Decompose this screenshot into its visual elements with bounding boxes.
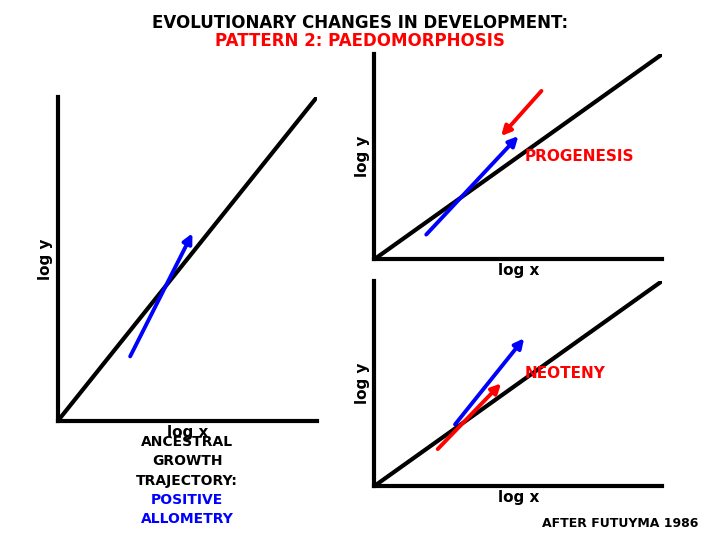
Text: ANCESTRAL: ANCESTRAL [141,435,233,449]
Text: NEOTENY: NEOTENY [524,366,605,381]
X-axis label: log x: log x [498,490,539,505]
Y-axis label: log y: log y [38,239,53,280]
Text: TRAJECTORY:: TRAJECTORY: [136,474,238,488]
Text: AFTER FUTUYMA 1986: AFTER FUTUYMA 1986 [542,517,698,530]
Text: EVOLUTIONARY CHANGES IN DEVELOPMENT:: EVOLUTIONARY CHANGES IN DEVELOPMENT: [152,14,568,31]
X-axis label: log x: log x [498,264,539,278]
Text: PROGENESIS: PROGENESIS [524,149,634,164]
X-axis label: log x: log x [166,426,208,440]
Y-axis label: log y: log y [355,363,370,404]
Text: PATTERN 2: PAEDOMORPHOSIS: PATTERN 2: PAEDOMORPHOSIS [215,32,505,50]
Text: GROWTH: GROWTH [152,454,222,468]
Y-axis label: log y: log y [355,136,370,177]
Text: ALLOMETRY: ALLOMETRY [141,512,233,526]
Text: POSITIVE: POSITIVE [151,493,223,507]
